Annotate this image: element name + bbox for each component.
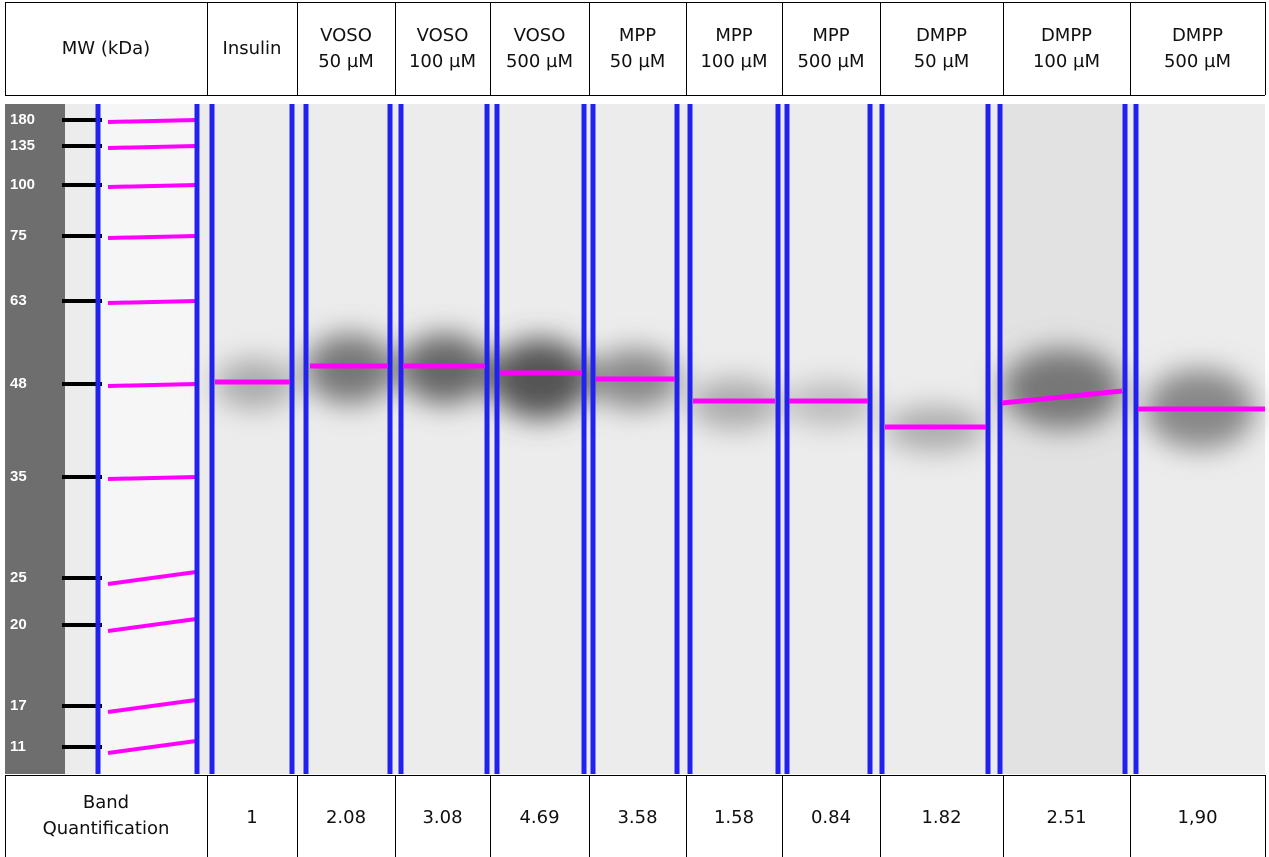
ladder-band (107, 698, 197, 714)
ladder-band (107, 299, 197, 305)
ladder-band (107, 144, 197, 150)
border (5, 2, 1265, 3)
cell-text: VOSO (320, 24, 372, 46)
mw-label: 135 (10, 137, 35, 154)
border (5, 775, 6, 857)
cell-text: MPP (618, 24, 657, 46)
cell-text: 500 µM (797, 50, 865, 72)
mw-label: 20 (10, 616, 27, 633)
border (880, 2, 881, 95)
border (589, 775, 590, 857)
ladder-band (107, 617, 197, 633)
border (880, 775, 881, 857)
header-cell: VOSO 500 µM (490, 2, 589, 95)
cell-text: DMPP (1171, 24, 1224, 46)
mw-label: 35 (10, 468, 27, 485)
lane-band (1001, 388, 1123, 406)
cell-text: DMPP (915, 24, 968, 46)
header-cell: VOSO 50 µM (297, 2, 395, 95)
cell-text: 50 µM (609, 50, 666, 72)
cell-text: VOSO (416, 24, 469, 46)
header-cell: DMPP 50 µM (880, 2, 1003, 95)
marker-strip (5, 104, 65, 774)
border (1130, 2, 1131, 95)
cell-text: 500 µM (505, 50, 574, 72)
blot-image: 180 135 100 75 63 48 35 25 20 17 11 (5, 104, 1265, 774)
header-cell: MPP 50 µM (589, 2, 686, 95)
border (395, 775, 396, 857)
cell-text: 100 µM (408, 50, 477, 72)
mw-label: 75 (10, 227, 27, 244)
cell-text: 500 µM (1163, 50, 1232, 72)
header-cell: VOSO 100 µM (395, 2, 490, 95)
quantification-value: 2.08 (325, 806, 367, 828)
ladder-band (107, 570, 197, 586)
ladder-band (107, 118, 197, 124)
header-cell: DMPP 500 µM (1130, 2, 1265, 95)
border (1265, 2, 1266, 95)
mw-label: 180 (10, 111, 35, 128)
header-cell: MW (kDa) (5, 2, 207, 95)
mw-label: 25 (10, 569, 27, 586)
quantification-value: 2.51 (1046, 806, 1087, 828)
border (207, 2, 208, 95)
ladder-band (107, 739, 197, 755)
quantification-label: Band Quantification (5, 775, 207, 857)
ladder-band (107, 475, 197, 481)
mw-label: 17 (10, 697, 27, 714)
quantification-value: 1.58 (713, 806, 755, 828)
ladder-band (107, 183, 197, 189)
border (1265, 775, 1266, 857)
border (782, 2, 783, 95)
quantification-value: 1 (246, 806, 258, 828)
cell-text: 50 µM (913, 50, 970, 72)
header-cell: MPP 100 µM (686, 2, 782, 95)
cell-text: 50 µM (318, 50, 374, 72)
quantification-value: 4.69 (519, 806, 560, 828)
border (297, 2, 298, 95)
border (686, 2, 687, 95)
border (490, 2, 491, 95)
border (5, 2, 6, 95)
mw-label: 63 (10, 292, 27, 309)
mw-label: 11 (10, 738, 26, 755)
border (589, 2, 590, 95)
mw-label: 48 (10, 375, 27, 392)
membrane-shade (1000, 104, 1125, 774)
cell-text: DMPP (1040, 24, 1093, 46)
border (207, 775, 208, 857)
border (1003, 775, 1004, 857)
cell-text: 100 µM (1032, 50, 1101, 72)
border (395, 2, 396, 95)
header-cell: MPP 500 µM (782, 2, 880, 95)
mw-label: 100 (10, 176, 35, 193)
border (5, 95, 1265, 96)
cell-text: 100 µM (700, 50, 768, 72)
border (5, 775, 1265, 776)
cell-text: MPP (715, 24, 753, 46)
header-cell: Insulin (207, 2, 297, 95)
border (297, 775, 298, 857)
cell-text: Insulin (222, 37, 282, 59)
header-cell: DMPP 100 µM (1003, 2, 1130, 95)
border (1130, 775, 1131, 857)
ladder-lane (100, 104, 200, 774)
quantification-value: 3.08 (422, 806, 463, 828)
border (686, 775, 687, 857)
border (1003, 2, 1004, 95)
cell-text: VOSO (513, 24, 566, 46)
cell-text: MPP (812, 24, 850, 46)
quantification-value: 0.84 (810, 806, 852, 828)
quantification-value: 1.82 (921, 806, 962, 828)
ladder-band (107, 234, 197, 240)
quantification-value: 1,90 (1177, 806, 1218, 828)
ladder-band (107, 382, 197, 388)
cell-text: Quantification (42, 818, 170, 839)
cell-text: Band (82, 792, 130, 813)
border (782, 775, 783, 857)
border (490, 775, 491, 857)
quantification-value: 3.58 (617, 806, 658, 828)
cell-text: MW (kDa) (61, 37, 151, 59)
